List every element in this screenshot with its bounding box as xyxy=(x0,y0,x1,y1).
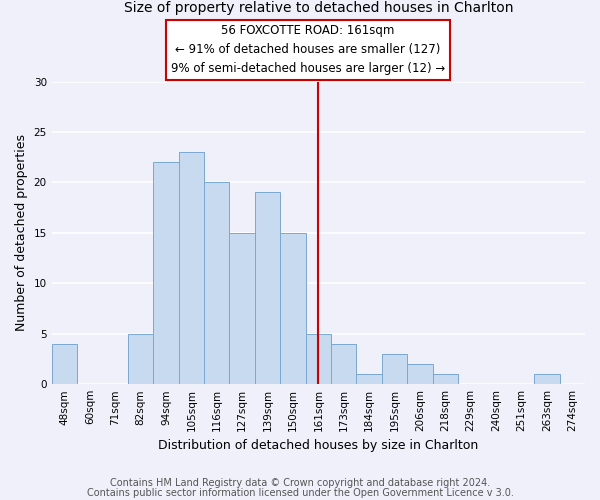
Text: 56 FOXCOTTE ROAD: 161sqm
← 91% of detached houses are smaller (127)
9% of semi-d: 56 FOXCOTTE ROAD: 161sqm ← 91% of detach… xyxy=(170,24,445,76)
X-axis label: Distribution of detached houses by size in Charlton: Distribution of detached houses by size … xyxy=(158,440,478,452)
Bar xyxy=(331,344,356,384)
Bar xyxy=(204,182,229,384)
Bar xyxy=(52,344,77,384)
Bar xyxy=(356,374,382,384)
Bar xyxy=(255,192,280,384)
Text: Contains HM Land Registry data © Crown copyright and database right 2024.: Contains HM Land Registry data © Crown c… xyxy=(110,478,490,488)
Text: Contains public sector information licensed under the Open Government Licence v : Contains public sector information licen… xyxy=(86,488,514,498)
Y-axis label: Number of detached properties: Number of detached properties xyxy=(15,134,28,332)
Bar xyxy=(305,334,331,384)
Bar xyxy=(280,233,305,384)
Text: Size of property relative to detached houses in Charlton: Size of property relative to detached ho… xyxy=(124,1,513,15)
Bar xyxy=(382,354,407,384)
Bar xyxy=(153,162,179,384)
Bar xyxy=(179,152,204,384)
Bar xyxy=(534,374,560,384)
Bar xyxy=(433,374,458,384)
Bar xyxy=(128,334,153,384)
Bar xyxy=(407,364,433,384)
Bar xyxy=(229,233,255,384)
